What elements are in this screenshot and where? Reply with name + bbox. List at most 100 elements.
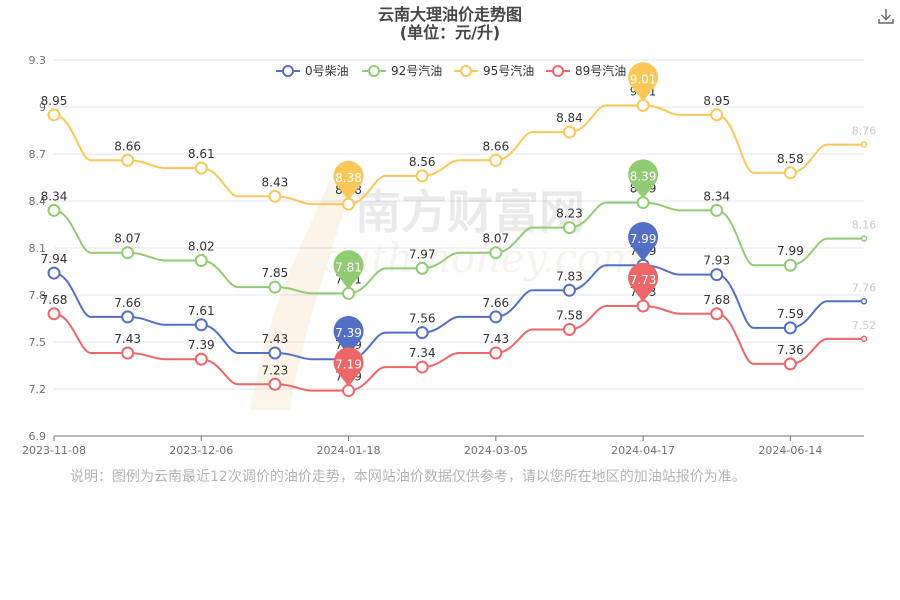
data-label: 8.66	[114, 139, 141, 153]
chart-note: 说明：图例为云南最近12次调价的油价走势，本网站油价数据仅供参考，请以您所在地区…	[70, 469, 746, 485]
data-label: 7.39	[188, 338, 215, 352]
data-point	[415, 326, 429, 340]
legend-symbol	[282, 65, 294, 77]
legend-symbol	[552, 65, 564, 77]
marker-label: 8.39	[630, 170, 657, 184]
data-point	[636, 299, 650, 313]
data-label: 7.61	[188, 304, 215, 318]
data-point	[636, 98, 650, 112]
data-point	[268, 346, 282, 360]
data-label: 8.95	[41, 94, 68, 108]
legend-item[interactable]: 92号汽油	[362, 63, 442, 78]
legend-item[interactable]: 0号柴油	[276, 64, 349, 78]
data-label: 8.58	[777, 152, 804, 166]
y-tick-label: 6.9	[29, 430, 47, 443]
marker-label: 7.81	[335, 260, 362, 274]
data-label: 8.34	[41, 189, 68, 203]
marker-label: 9.01	[630, 72, 657, 86]
data-label: 7.58	[556, 308, 583, 322]
data-label: 7.93	[703, 254, 730, 268]
data-point	[342, 197, 356, 211]
data-label: 7.43	[114, 332, 141, 346]
legend-item[interactable]: 89号汽油	[546, 63, 626, 78]
series-line	[53, 264, 864, 361]
marker-pin	[333, 347, 364, 387]
y-tick-label: 9.3	[29, 54, 47, 67]
data-point	[47, 307, 61, 321]
data-point	[47, 203, 61, 217]
data-point	[121, 346, 135, 360]
data-point	[342, 286, 356, 300]
data-label: 7.52	[852, 319, 877, 332]
marker-label: 7.99	[630, 232, 657, 246]
chart-axes: 6.9 7.2 7.5 7.8 8.1 8.4 8.7 9 9.3 2023-11-08 2023-…	[22, 54, 864, 457]
data-point	[489, 310, 503, 324]
data-point	[562, 322, 576, 336]
data-label: 7.68	[703, 293, 730, 307]
y-tick-label: 8.1	[29, 242, 47, 255]
marker-pin	[628, 62, 659, 102]
marker-pin	[628, 159, 659, 199]
chart-title: 云南大理油价走势图	[378, 5, 522, 24]
y-tick-label: 7.2	[29, 383, 47, 396]
data-label: 7.34	[409, 346, 436, 360]
data-point	[783, 321, 797, 335]
data-label: 7.85	[262, 266, 289, 280]
x-tick-label: 2024-03-05	[464, 444, 528, 457]
data-point	[121, 310, 135, 324]
data-label: 8.07	[114, 232, 141, 246]
data-label: 7.59	[777, 307, 804, 321]
data-point	[860, 335, 868, 343]
y-tick-label: 8.4	[29, 195, 47, 208]
data-point	[121, 153, 135, 167]
legend-label: 89号汽油	[575, 63, 626, 78]
data-point	[268, 189, 282, 203]
data-point	[710, 268, 724, 282]
data-label: 7.56	[409, 312, 436, 326]
marker-label: 7.73	[630, 273, 657, 287]
data-point	[489, 346, 503, 360]
x-tick-label: 2024-04-17	[611, 444, 675, 457]
data-point	[783, 166, 797, 180]
data-point	[783, 357, 797, 371]
marker-pin	[333, 316, 364, 356]
data-label: 8.84	[556, 111, 583, 125]
data-label: 8.56	[409, 155, 436, 169]
marker-label: 7.39	[335, 326, 362, 340]
data-point	[415, 261, 429, 275]
data-point	[710, 108, 724, 122]
series-points	[47, 98, 868, 398]
data-point	[783, 258, 797, 272]
series-lines	[53, 104, 864, 392]
data-point	[562, 283, 576, 297]
data-label: 7.68	[41, 293, 68, 307]
y-tick-label: 7.8	[29, 289, 47, 302]
legend-label: 92号汽油	[391, 63, 442, 78]
data-label: 8.07	[482, 232, 509, 246]
download-icon[interactable]	[876, 6, 896, 26]
data-point	[562, 221, 576, 235]
data-point	[342, 384, 356, 398]
markers: 7.39 7.99 7.81 8.39 8.38 9.01 7.19 7.73	[333, 62, 659, 387]
data-label: 7.83	[556, 269, 583, 283]
data-point	[268, 377, 282, 391]
data-point	[860, 298, 868, 305]
legend-item[interactable]: 95号汽油	[454, 63, 534, 78]
series-line	[53, 201, 864, 295]
data-point	[121, 246, 135, 260]
legend-label: 95号汽油	[483, 63, 534, 78]
data-label: 8.16	[852, 219, 877, 232]
legend-symbol	[460, 65, 472, 77]
data-point	[636, 196, 650, 210]
data-point	[194, 254, 208, 268]
legend[interactable]: 0号柴油 92号汽油 95号汽油 89号汽油	[276, 63, 626, 78]
data-label: 7.94	[41, 252, 68, 266]
data-point	[415, 169, 429, 183]
watermark-text: 南方财富网	[355, 185, 585, 239]
marker-pin	[333, 250, 364, 290]
data-point	[194, 161, 208, 175]
marker-pin	[628, 262, 659, 302]
data-point	[710, 203, 724, 217]
x-tick-label: 2023-11-08	[22, 444, 86, 457]
